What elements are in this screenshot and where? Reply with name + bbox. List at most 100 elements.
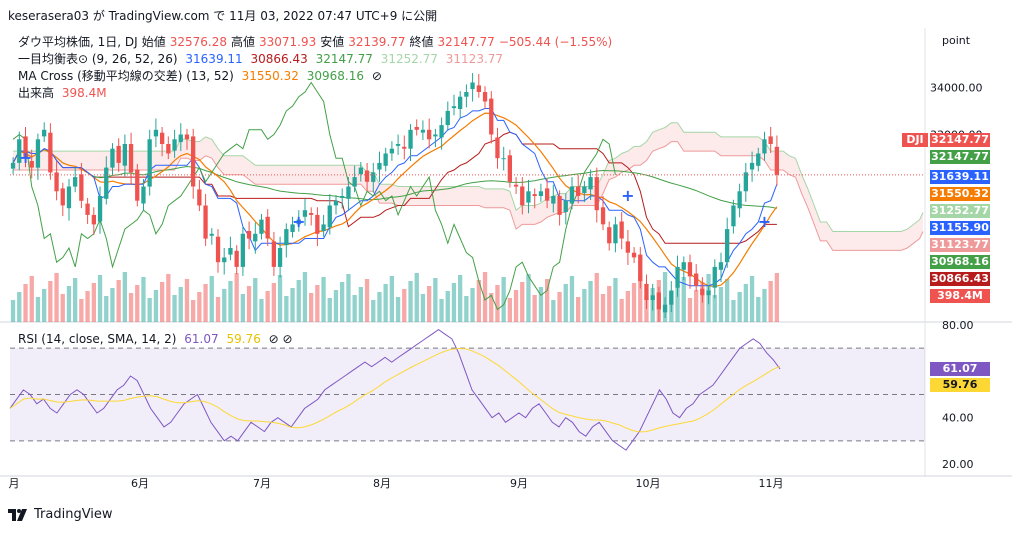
ichimoku-legend[interactable]: 一目均衡表⊙ (9, 26, 52, 26) 31639.11 30866.43… <box>18 51 507 67</box>
volume-bar <box>135 285 140 322</box>
volume-bar <box>507 298 512 322</box>
candle-body <box>60 188 65 206</box>
volume-bar <box>259 299 264 322</box>
volume-bar <box>607 286 612 322</box>
volume-bar <box>737 292 742 322</box>
volume-bar <box>265 291 270 322</box>
candle-body <box>340 196 345 198</box>
symbol-tag: DJI <box>902 133 928 147</box>
candle-body <box>110 148 115 168</box>
close-label: 終値 <box>409 35 434 49</box>
volume-bar <box>172 295 177 322</box>
price-badge: 31639.11 <box>930 170 990 184</box>
candle-body <box>501 158 506 160</box>
volume-bar <box>48 281 53 322</box>
price-tick-label: 34000.00 <box>930 81 983 94</box>
month-label: 月 <box>9 477 20 490</box>
volume-bar <box>513 290 519 322</box>
volume-bar <box>756 297 761 322</box>
candle-body <box>656 292 661 310</box>
volume-bar <box>768 281 773 322</box>
volume-bar <box>725 279 730 322</box>
volume-bar <box>178 287 183 322</box>
candle-body <box>54 172 59 192</box>
tradingview-footer[interactable]: TradingView <box>8 507 113 522</box>
candle-body <box>532 194 537 196</box>
high-value: 33071.93 <box>258 35 317 49</box>
candle-body <box>116 145 121 163</box>
main-legend[interactable]: ダウ平均株価, 1日, DJ 始値 32576.28 高値 33071.93 安値 3213… <box>18 34 616 50</box>
candle-body <box>694 273 699 286</box>
macross-fast: 31550.32 <box>241 69 299 83</box>
candle-body <box>675 266 680 288</box>
candle-body <box>166 144 171 154</box>
candle-body <box>513 184 519 187</box>
volume-bar <box>445 291 450 322</box>
volume-bar <box>128 293 134 322</box>
candle-body <box>743 172 748 192</box>
volume-bar <box>253 278 258 322</box>
volume-bar <box>160 282 165 322</box>
volume-bar <box>662 272 668 322</box>
volume-bar <box>458 275 463 322</box>
volume-bar <box>420 294 426 322</box>
volume-bar <box>203 284 208 322</box>
volume-bar <box>588 281 593 322</box>
candle-body <box>104 167 109 199</box>
macross-legend[interactable]: MA Cross (移動平均線の交差) (13, 52) 31550.32 30… <box>18 68 386 84</box>
month-label: 7月 <box>253 477 271 490</box>
volume-value: 398.4M <box>61 86 107 100</box>
candle-body <box>290 224 295 232</box>
candle-body <box>762 139 767 154</box>
rsi-hidden-icons[interactable]: ⊘ ⊘ <box>268 332 293 346</box>
ichimoku-kijun: 30866.43 <box>250 52 308 66</box>
candle-body <box>160 132 165 144</box>
candle-body <box>408 129 413 149</box>
volume-bar <box>718 287 724 322</box>
volume-bar <box>749 276 755 322</box>
hidden-icon[interactable]: ⊘ <box>371 69 382 83</box>
volume-bar <box>638 275 643 322</box>
candle-body <box>458 96 463 109</box>
rsi-legend[interactable]: RSI (14, close, SMA, 14, 2) 61.07 59.76 … <box>18 331 297 347</box>
candle-body <box>706 290 711 296</box>
close-value: 32147.77 <box>437 35 495 49</box>
volume-bar <box>743 284 748 322</box>
candle-body <box>569 186 575 204</box>
candle-body <box>184 134 190 140</box>
volume-bar <box>371 300 376 322</box>
volume-bar <box>296 280 301 322</box>
volume-bar <box>377 292 382 322</box>
candle-body <box>141 186 146 204</box>
volume-bar <box>358 287 363 322</box>
volume-bar <box>222 289 227 322</box>
candle-body <box>545 188 550 201</box>
ma-cross-marker: + <box>19 148 32 167</box>
rsi-tick-label: 20.00 <box>942 458 974 471</box>
volume-bar <box>464 296 469 322</box>
volume-bar <box>153 290 159 322</box>
ma-cross-marker: + <box>758 212 771 231</box>
volume-bar <box>495 285 500 322</box>
candle-body <box>321 224 326 231</box>
candle-body <box>638 254 643 282</box>
volume-bar <box>395 297 401 322</box>
volume-bar <box>476 280 481 322</box>
volume-bar <box>302 272 308 322</box>
candle-body <box>731 205 736 227</box>
candle-body <box>42 129 47 137</box>
rsi-tick-label: 80.00 <box>942 319 974 332</box>
ichimoku-tenkan: 31639.11 <box>185 52 243 66</box>
candle-body <box>737 191 742 209</box>
candle-body <box>66 186 72 209</box>
price-badge: 32147.77 <box>930 150 990 164</box>
volume-bar <box>619 299 624 322</box>
tradingview-logo-icon <box>8 508 27 521</box>
ma52-line <box>12 148 778 209</box>
volume-legend[interactable]: 出来高 398.4M <box>18 85 111 101</box>
volume-bar <box>73 278 78 322</box>
volume-bar <box>563 284 568 322</box>
candle-body <box>520 186 525 206</box>
candle-body <box>414 127 419 130</box>
